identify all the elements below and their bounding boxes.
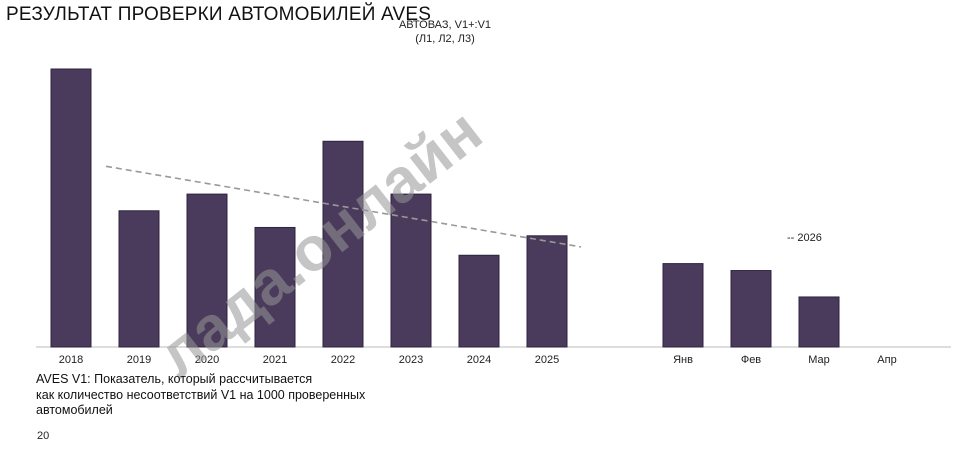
x-tick-label: 2019 [127,354,151,366]
bar-Мар [798,296,840,348]
bar-2025 [526,235,568,348]
subtitle-line-1: АВТОВАЗ, V1+:V1 [398,19,492,31]
x-tick-label: 2022 [331,354,355,366]
bar-2022 [322,140,364,348]
subtitle-line-2: (Л1, Л2, Л3) [415,33,475,45]
x-tick-label: Мар [808,354,830,366]
x-tick-label: 2018 [59,354,83,366]
x-tick-label: Фев [741,354,761,366]
footnote-line-1: AVES V1: Показатель, который рассчитывае… [36,372,313,386]
x-tick-label: 2023 [399,354,423,366]
bar-2024 [458,254,500,348]
bar-2021 [254,226,296,348]
bar-2020 [186,193,228,348]
x-tick-label: 2024 [467,354,491,366]
chart-subtitle: АВТОВАЗ, V1+:V1 (Л1, Л2, Л3) [370,18,520,46]
bar-2023 [390,193,432,348]
x-tick-label: 2025 [535,354,559,366]
bar-2019 [118,210,160,348]
footnote-line-2: как количество несоответствий V1 на 1000… [36,387,366,402]
x-tick-label: Янв [673,354,693,366]
page-number: 20 [37,430,50,442]
x-tick-label: 2020 [195,354,219,366]
bar-2018 [50,68,92,348]
bar-Янв [662,263,704,348]
x-tick-label: Апр [877,354,896,366]
chart-title: РЕЗУЛЬТАТ ПРОВЕРКИ АВТОМОБИЛЕЙ AVES [6,4,432,25]
footnote: AVES V1: Показатель, который рассчитывае… [36,372,396,419]
trend-line [105,165,582,248]
bar-Фев [730,270,772,348]
annotation-2026: -- 2026 [787,232,822,244]
x-tick-label: 2021 [263,354,287,366]
footnote-line-3: автомобилей [36,403,113,417]
